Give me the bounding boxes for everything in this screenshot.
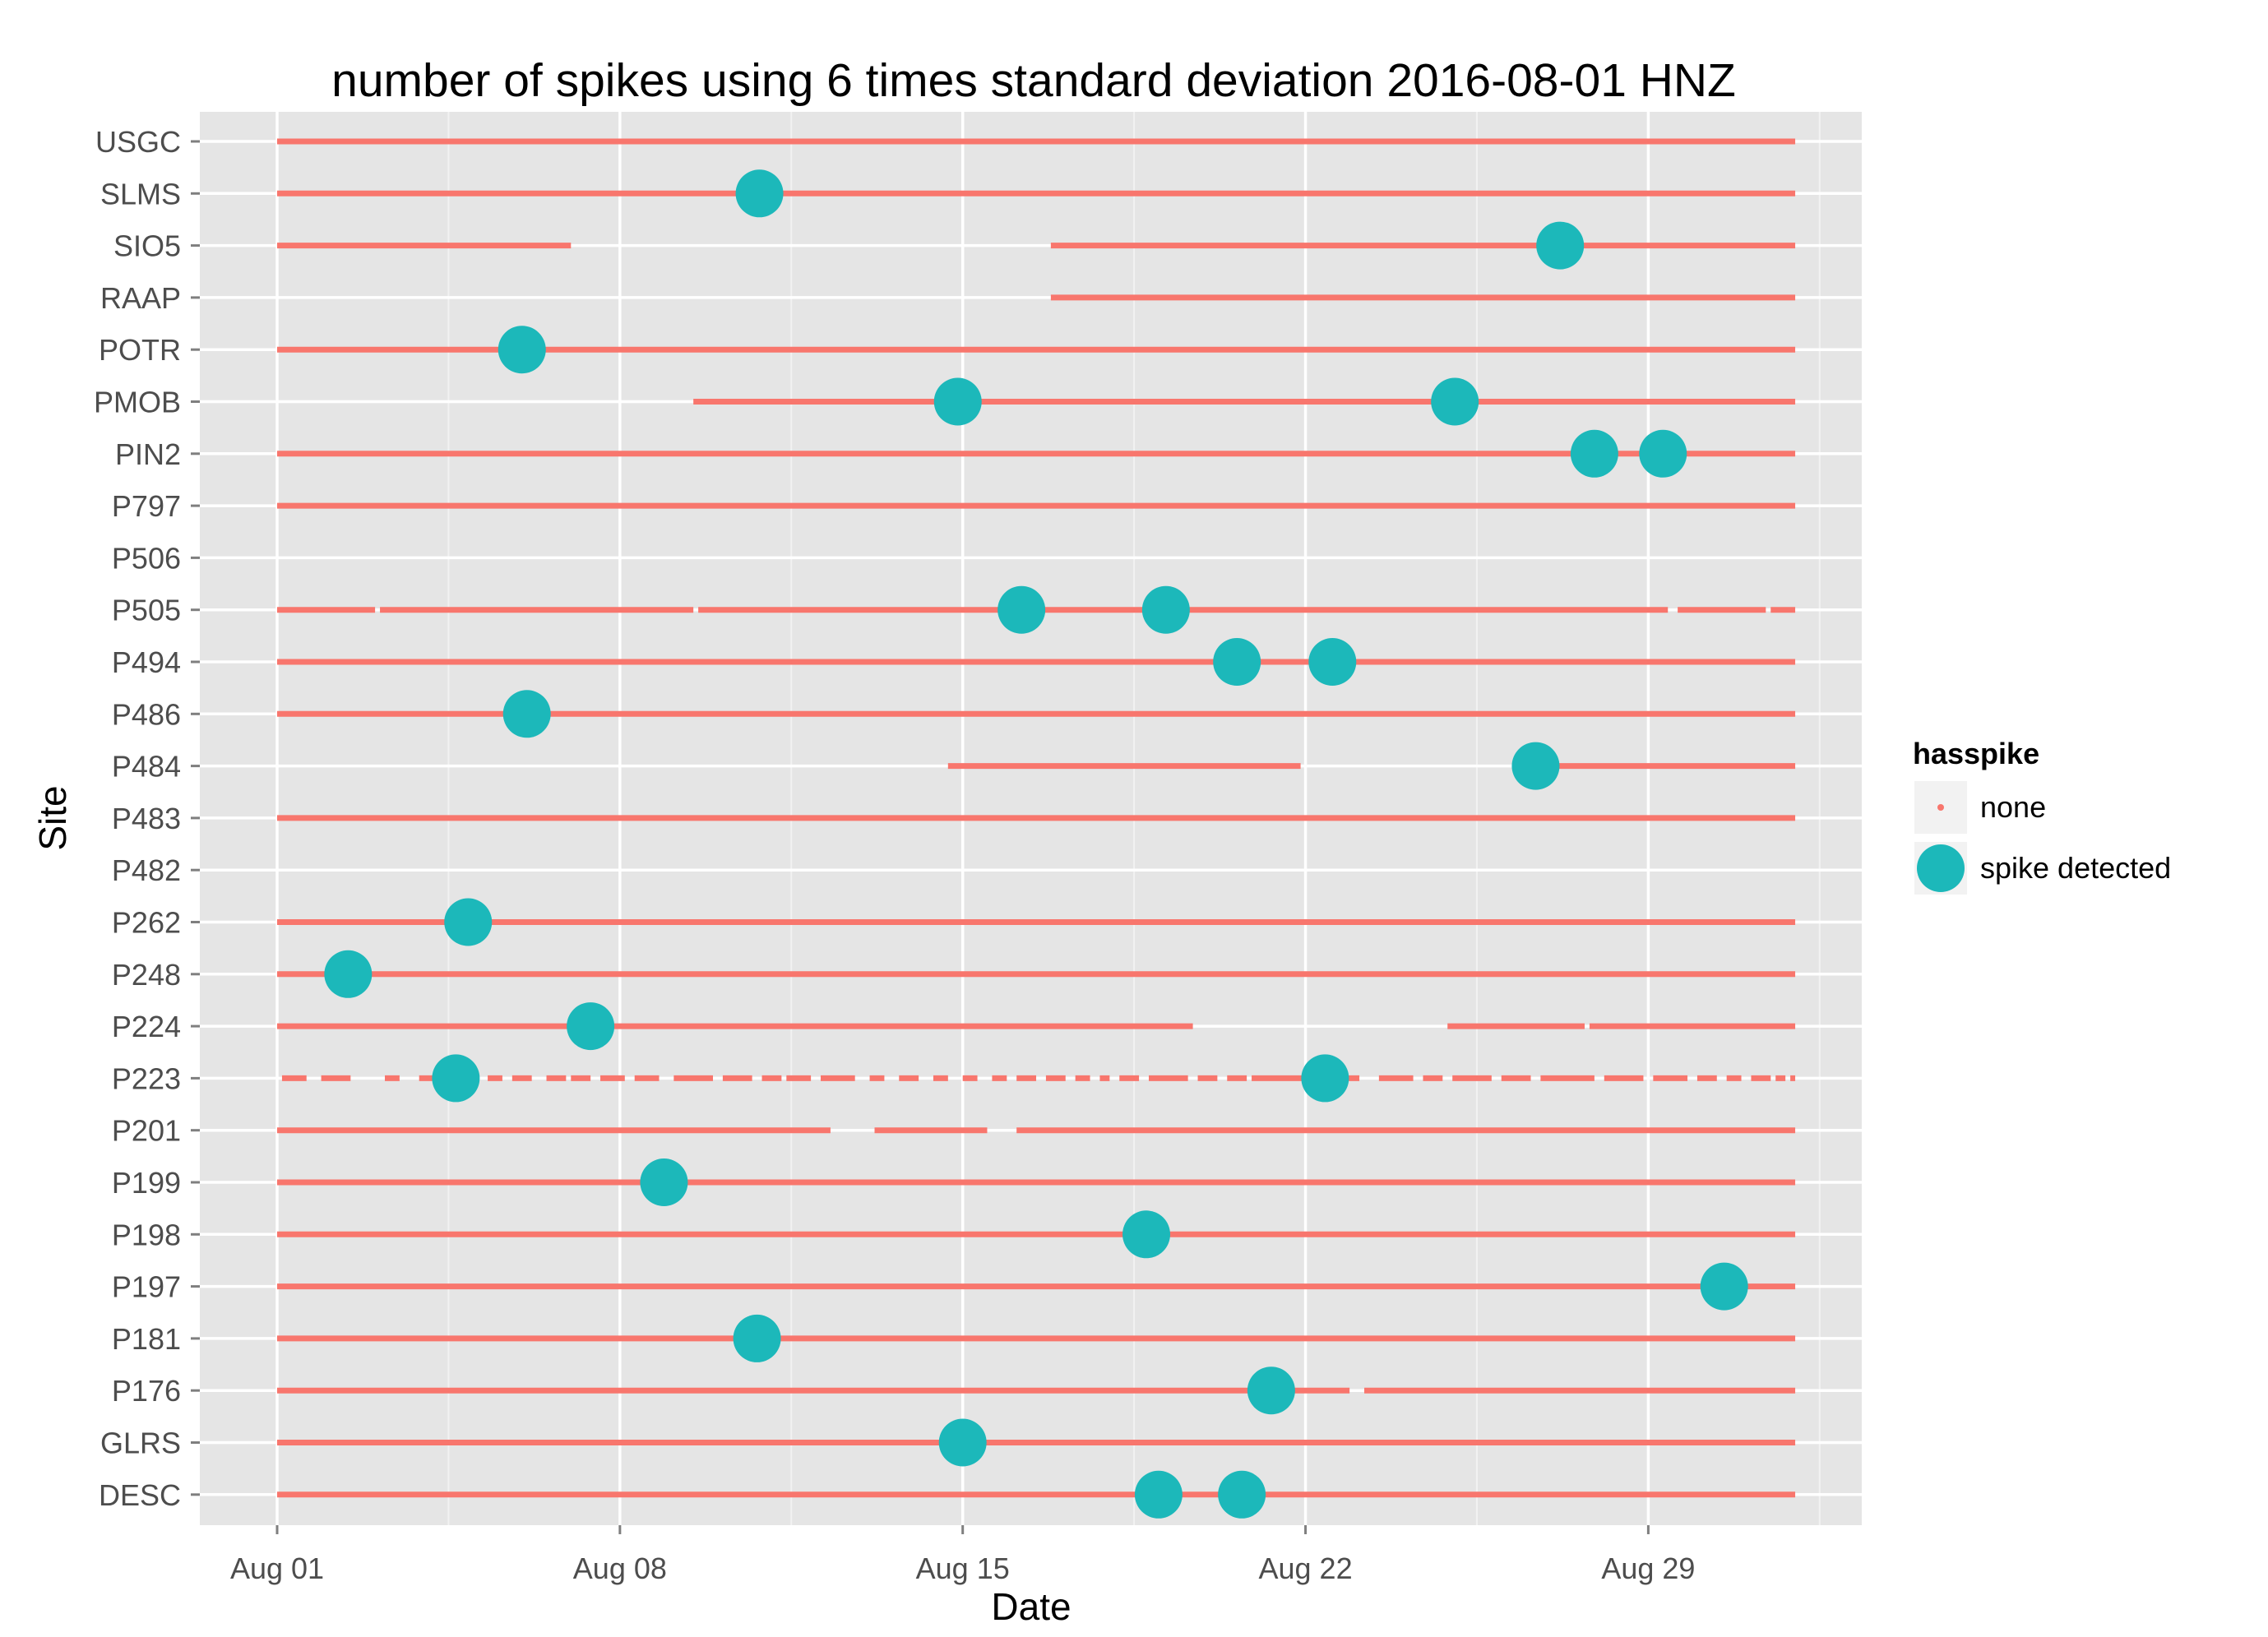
- legend-none-marker: [1937, 804, 1944, 811]
- y-tick-label: P248: [112, 958, 181, 992]
- spike-point: [1639, 429, 1687, 478]
- y-tick-label: P224: [112, 1010, 181, 1043]
- legend-label-spike: spike detected: [1980, 851, 2171, 885]
- y-tick-label: P201: [112, 1114, 181, 1148]
- spike-point: [997, 585, 1046, 634]
- spike-point: [1134, 1470, 1183, 1519]
- y-tick-label: P262: [112, 906, 181, 940]
- spike-point: [498, 326, 546, 374]
- spike-point: [1536, 221, 1585, 270]
- y-tick-label: P176: [112, 1374, 181, 1408]
- y-tick-label: RAAP: [100, 281, 181, 315]
- y-tick-label: PMOB: [94, 386, 181, 419]
- x-tick-label: Aug 15: [916, 1551, 1010, 1585]
- spike-point: [1511, 742, 1560, 790]
- legend-label-none: none: [1980, 790, 2046, 824]
- spike-point: [1213, 638, 1261, 686]
- x-axis-title: Date: [991, 1585, 1071, 1628]
- y-tick-label: USGC: [95, 125, 181, 159]
- spike-point: [640, 1158, 688, 1206]
- y-tick-label: PIN2: [115, 437, 181, 471]
- spike-point: [933, 377, 982, 426]
- spike-point: [444, 898, 493, 946]
- x-tick-label: Aug 01: [230, 1551, 324, 1585]
- y-tick-label: GLRS: [100, 1427, 181, 1460]
- none-series: [277, 138, 1796, 1498]
- spike-point: [432, 1054, 480, 1103]
- spike-point: [1570, 429, 1618, 478]
- chart-title: number of spikes using 6 times standard …: [331, 54, 1736, 107]
- spike-point: [567, 1002, 615, 1051]
- spike-point: [1122, 1210, 1171, 1259]
- y-tick-label: P199: [112, 1166, 181, 1200]
- x-axis: Aug 01 Aug 08 Aug 15 Aug 22 Aug 29: [230, 1525, 1695, 1585]
- spike-point: [1141, 585, 1190, 634]
- x-tick-label: Aug 08: [573, 1551, 667, 1585]
- x-tick-label: Aug 22: [1258, 1551, 1352, 1585]
- spike-point: [1218, 1470, 1266, 1519]
- y-tick-label: P494: [112, 645, 181, 679]
- y-tick-label: P797: [112, 489, 181, 523]
- spike-point: [735, 169, 784, 218]
- spike-point: [1308, 638, 1357, 686]
- y-tick-label: SLMS: [100, 177, 181, 210]
- y-tick-label: P505: [112, 594, 181, 627]
- spike-series: [324, 169, 1748, 1519]
- y-tick-label: P483: [112, 802, 181, 835]
- x-tick-label: Aug 29: [1601, 1551, 1695, 1585]
- spike-point: [1247, 1366, 1295, 1415]
- legend-spike-marker: [1917, 844, 1965, 892]
- y-tick-label: P482: [112, 853, 181, 887]
- y-tick-label: DESC: [99, 1478, 181, 1512]
- y-tick-label: P198: [112, 1218, 181, 1251]
- y-tick-label: P181: [112, 1322, 181, 1356]
- spike-point: [938, 1418, 987, 1467]
- spike-point: [502, 690, 551, 738]
- spike-point: [324, 950, 373, 998]
- y-axis: USGC SLMS SIO5 RAAP POTR PMOB PIN2 P797 P506 P505…: [94, 125, 200, 1512]
- y-axis-title: Site: [31, 785, 74, 850]
- y-tick-label: P506: [112, 541, 181, 575]
- spike-point: [1700, 1262, 1748, 1311]
- spike-point: [733, 1314, 781, 1362]
- legend: hasspike none spike detected: [1913, 737, 2171, 895]
- y-tick-label: P197: [112, 1270, 181, 1304]
- spike-point: [1301, 1054, 1349, 1103]
- y-tick-label: P223: [112, 1061, 181, 1095]
- legend-title: hasspike: [1913, 737, 2039, 770]
- y-tick-label: POTR: [99, 333, 181, 367]
- y-tick-label: P486: [112, 697, 181, 731]
- y-tick-label: P484: [112, 750, 181, 784]
- y-tick-label: SIO5: [113, 229, 181, 263]
- spike-point: [1431, 377, 1479, 426]
